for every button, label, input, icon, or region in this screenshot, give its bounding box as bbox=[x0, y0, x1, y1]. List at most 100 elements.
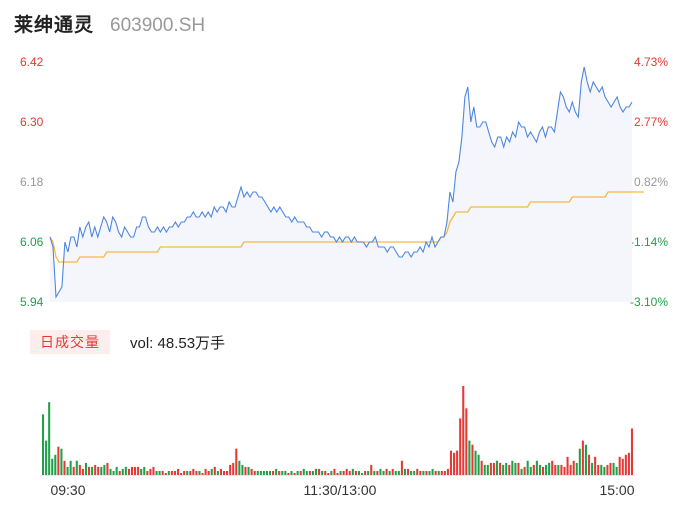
volume-bar bbox=[627, 452, 630, 476]
volume-bar bbox=[51, 458, 54, 475]
volume-bar bbox=[492, 462, 495, 475]
volume-bar bbox=[155, 471, 158, 475]
volume-bar bbox=[594, 456, 597, 475]
y-tick-label-right: -1.14% bbox=[630, 235, 668, 249]
volume-bar bbox=[548, 462, 551, 475]
volume-bar bbox=[284, 471, 287, 475]
volume-bar bbox=[434, 471, 437, 475]
volume-bar bbox=[278, 471, 281, 475]
volume-bar bbox=[591, 462, 594, 475]
volume-prefix: vol: bbox=[130, 335, 158, 352]
volume-bar bbox=[560, 464, 563, 475]
volume-bar bbox=[373, 471, 376, 475]
volume-bar bbox=[624, 454, 627, 475]
volume-bar bbox=[88, 466, 91, 475]
volume-bar bbox=[517, 462, 520, 475]
volume-bar bbox=[293, 473, 296, 475]
volume-bar bbox=[314, 468, 318, 475]
volume-bar bbox=[551, 460, 554, 475]
volume-bar bbox=[265, 471, 268, 475]
volume-bar bbox=[523, 466, 526, 475]
volume-bar bbox=[170, 471, 173, 475]
volume-bar bbox=[569, 464, 572, 475]
volume-bar bbox=[173, 471, 176, 475]
volume-bar bbox=[305, 471, 308, 475]
volume-bar bbox=[167, 471, 170, 475]
volume-bar bbox=[419, 471, 422, 475]
volume-bar bbox=[299, 471, 302, 475]
volume-bar bbox=[348, 471, 351, 475]
volume-bar bbox=[425, 471, 428, 475]
volume-bar bbox=[115, 466, 118, 475]
volume-tab[interactable]: 日成交量 bbox=[30, 330, 110, 354]
volume-bar bbox=[275, 468, 278, 475]
volume-bar bbox=[235, 448, 238, 475]
volume-bar bbox=[538, 464, 541, 475]
volume-bar bbox=[453, 452, 456, 476]
avg-price-line bbox=[49, 191, 644, 263]
volume-bar bbox=[508, 464, 511, 475]
volume-bar bbox=[180, 473, 183, 475]
volume-bar bbox=[149, 468, 152, 475]
volume-bar bbox=[462, 386, 465, 475]
volume-bar bbox=[94, 464, 97, 475]
volume-bar bbox=[112, 471, 115, 475]
volume-bar bbox=[250, 468, 253, 475]
volume-bar bbox=[327, 473, 330, 475]
volume-bar bbox=[545, 464, 548, 475]
volume-bar bbox=[238, 460, 241, 475]
y-tick-label-left: 6.18 bbox=[20, 175, 44, 189]
volume-bar bbox=[394, 471, 397, 475]
volume-bar bbox=[48, 402, 51, 475]
volume-bar bbox=[587, 454, 591, 475]
volume-bar bbox=[75, 460, 78, 475]
volume-bar bbox=[333, 468, 336, 475]
volume-bar bbox=[287, 473, 290, 475]
volume-bar bbox=[302, 468, 305, 475]
volume-bar bbox=[210, 468, 213, 475]
volume-bar bbox=[354, 471, 357, 475]
volume-bar bbox=[391, 468, 394, 475]
volume-bar bbox=[232, 462, 235, 475]
volume-bar bbox=[60, 448, 63, 475]
y-tick-label-left: 6.30 bbox=[20, 115, 44, 129]
volume-bar bbox=[410, 471, 413, 475]
volume-bar bbox=[176, 468, 180, 475]
volume-bar bbox=[161, 471, 164, 475]
volume-bar bbox=[563, 466, 566, 475]
volume-bar bbox=[244, 466, 247, 475]
stock-header: 莱绅通灵 603900.SH bbox=[14, 10, 205, 40]
volume-bar bbox=[526, 460, 529, 475]
volume-bar bbox=[357, 471, 361, 475]
volume-bar bbox=[486, 464, 489, 475]
volume-bar bbox=[364, 471, 367, 475]
y-tick-label-right: 4.73% bbox=[634, 55, 668, 69]
volume-bar bbox=[164, 473, 167, 475]
volume-bar bbox=[612, 462, 615, 475]
volume-bar bbox=[268, 471, 272, 475]
volume-bar bbox=[477, 454, 480, 475]
volume-bar bbox=[379, 468, 382, 475]
volume-bar bbox=[400, 460, 403, 475]
x-tick-label: 11:30/13:00 bbox=[304, 482, 377, 498]
volume-bar bbox=[281, 471, 284, 475]
volume-bar bbox=[535, 460, 538, 475]
volume-bar bbox=[137, 466, 140, 475]
volume-bar bbox=[367, 471, 370, 475]
volume-bar bbox=[311, 471, 314, 475]
volume-bar bbox=[446, 468, 449, 475]
volume-bar bbox=[127, 468, 130, 475]
x-tick-label: 15:00 bbox=[599, 482, 634, 498]
volume-bar bbox=[272, 471, 275, 475]
volume-bar bbox=[84, 462, 88, 475]
volume-bar bbox=[321, 471, 324, 475]
price-area bbox=[50, 67, 632, 302]
volume-bar bbox=[541, 466, 545, 475]
volume-bar bbox=[385, 468, 388, 475]
volume-bar bbox=[459, 418, 462, 475]
volume-bar bbox=[247, 466, 250, 475]
volume-bar bbox=[532, 464, 535, 475]
volume-bar bbox=[121, 468, 124, 475]
volume-bar bbox=[253, 471, 256, 475]
